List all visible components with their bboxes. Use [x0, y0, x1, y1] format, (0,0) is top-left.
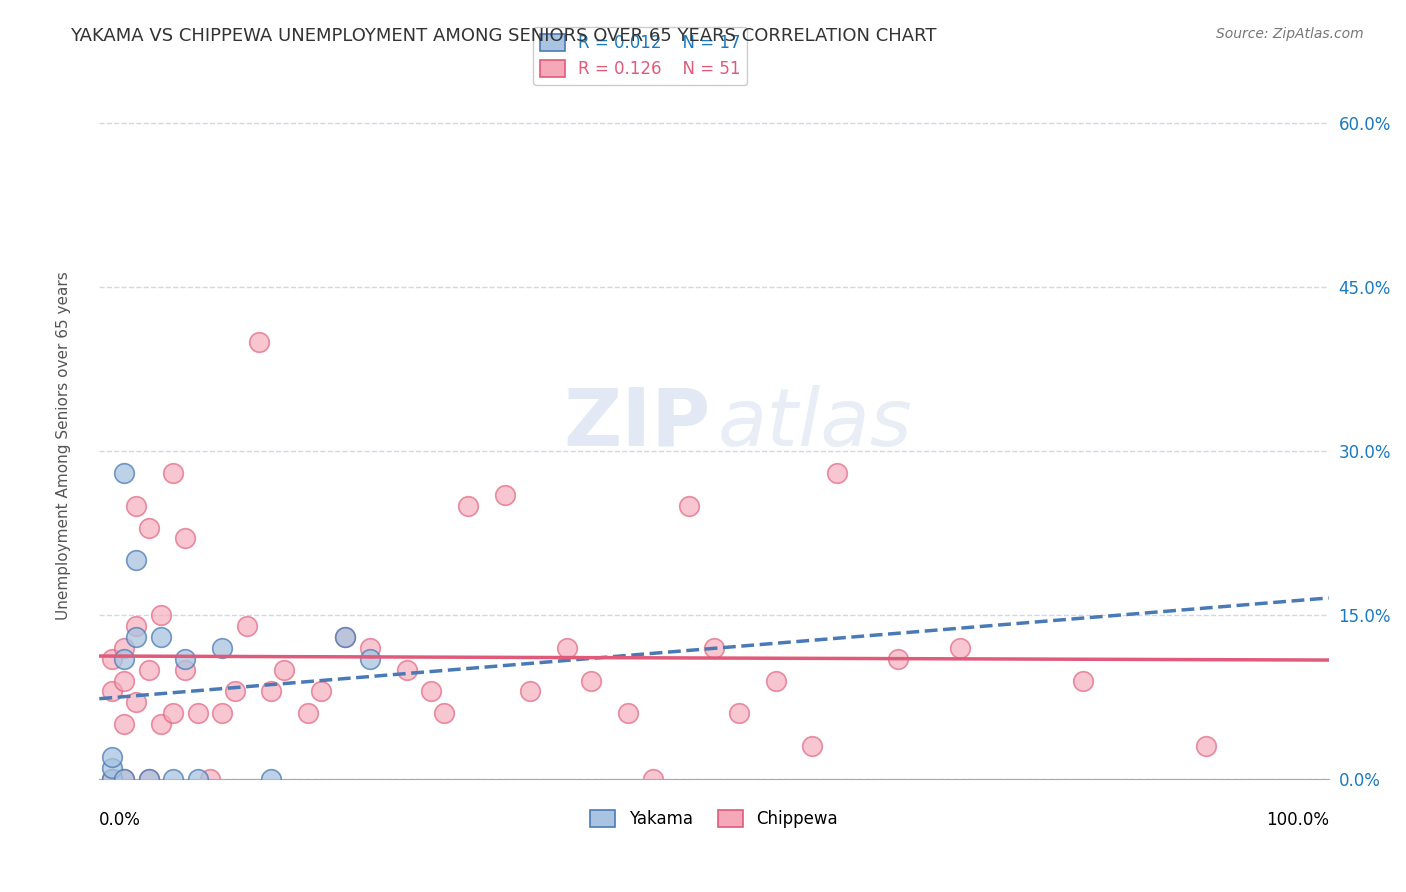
Text: ZIP: ZIP	[564, 384, 710, 463]
Point	[112, 651, 135, 665]
Point	[247, 334, 270, 349]
Point	[617, 706, 640, 721]
Point	[100, 684, 122, 698]
Point	[100, 772, 122, 786]
Point	[125, 619, 148, 633]
Point	[727, 706, 749, 721]
Text: atlas: atlas	[717, 384, 912, 463]
Point	[112, 673, 135, 688]
Point	[420, 684, 443, 698]
Point	[457, 499, 479, 513]
Point	[149, 717, 172, 731]
Point	[174, 651, 197, 665]
Point	[519, 684, 541, 698]
Point	[100, 750, 122, 764]
Point	[1195, 739, 1218, 753]
Point	[100, 772, 122, 786]
Point	[825, 466, 848, 480]
Point	[112, 772, 135, 786]
Point	[555, 640, 578, 655]
Text: YAKAMA VS CHIPPEWA UNEMPLOYMENT AMONG SENIORS OVER 65 YEARS CORRELATION CHART: YAKAMA VS CHIPPEWA UNEMPLOYMENT AMONG SE…	[70, 27, 936, 45]
Point	[949, 640, 972, 655]
Point	[100, 761, 122, 775]
Text: 100.0%: 100.0%	[1265, 811, 1329, 829]
Point	[162, 772, 184, 786]
Point	[149, 607, 172, 622]
Point	[335, 630, 357, 644]
Point	[433, 706, 456, 721]
Point	[359, 651, 381, 665]
Point	[125, 499, 148, 513]
Point	[138, 772, 160, 786]
Point	[162, 466, 184, 480]
Point	[703, 640, 725, 655]
Point	[359, 640, 381, 655]
Point	[112, 717, 135, 731]
Point	[112, 466, 135, 480]
Point	[187, 772, 209, 786]
Point	[198, 772, 221, 786]
Point	[174, 532, 197, 546]
Point	[395, 663, 418, 677]
Text: Source: ZipAtlas.com: Source: ZipAtlas.com	[1216, 27, 1364, 41]
Point	[641, 772, 664, 786]
Point	[260, 684, 283, 698]
Point	[801, 739, 824, 753]
Point	[579, 673, 602, 688]
Point	[138, 772, 160, 786]
Point	[162, 706, 184, 721]
Point	[236, 619, 259, 633]
Point	[211, 706, 233, 721]
Text: 0.0%: 0.0%	[100, 811, 141, 829]
Point	[494, 488, 516, 502]
Point	[211, 640, 233, 655]
Point	[765, 673, 787, 688]
Point	[149, 630, 172, 644]
Point	[187, 706, 209, 721]
Point	[335, 630, 357, 644]
Legend: Yakama, Chippewa: Yakama, Chippewa	[583, 803, 845, 835]
Point	[112, 640, 135, 655]
Point	[100, 651, 122, 665]
Point	[125, 695, 148, 709]
Point	[125, 553, 148, 567]
Point	[297, 706, 319, 721]
Point	[273, 663, 295, 677]
Text: Unemployment Among Seniors over 65 years: Unemployment Among Seniors over 65 years	[56, 272, 70, 620]
Point	[224, 684, 246, 698]
Point	[309, 684, 332, 698]
Point	[125, 630, 148, 644]
Point	[887, 651, 910, 665]
Point	[112, 772, 135, 786]
Point	[138, 663, 160, 677]
Point	[678, 499, 700, 513]
Point	[1071, 673, 1094, 688]
Point	[174, 663, 197, 677]
Point	[138, 520, 160, 534]
Point	[260, 772, 283, 786]
